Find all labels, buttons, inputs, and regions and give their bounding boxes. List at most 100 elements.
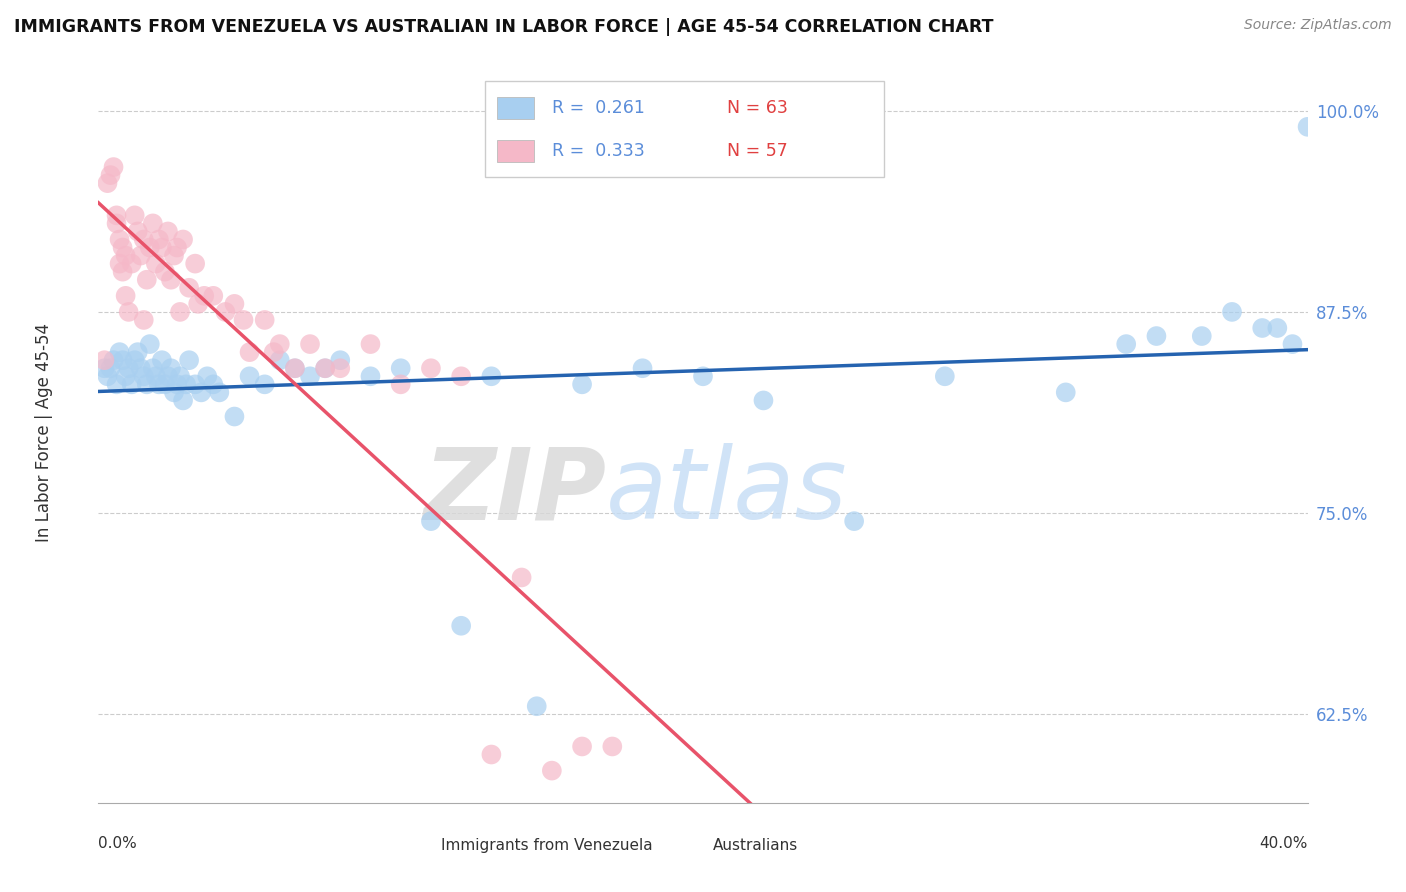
- Point: [450, 619, 472, 633]
- Point: [284, 361, 307, 376]
- Point: [111, 240, 134, 254]
- Point: [420, 514, 443, 528]
- Text: atlas: atlas: [606, 443, 848, 541]
- Point: [127, 224, 149, 238]
- Point: [692, 369, 714, 384]
- Point: [389, 361, 412, 376]
- Point: [202, 289, 225, 303]
- Point: [299, 337, 322, 351]
- Point: [114, 369, 136, 384]
- Text: IMMIGRANTS FROM VENEZUELA VS AUSTRALIAN IN LABOR FORCE | AGE 45-54 CORRELATION C: IMMIGRANTS FROM VENEZUELA VS AUSTRALIAN …: [14, 18, 994, 36]
- Point: [96, 369, 118, 384]
- Point: [631, 361, 654, 376]
- Point: [1054, 385, 1077, 400]
- Point: [139, 337, 162, 351]
- Point: [389, 377, 412, 392]
- Point: [108, 257, 131, 271]
- Point: [934, 369, 956, 384]
- Point: [111, 265, 134, 279]
- Point: [163, 249, 186, 263]
- Point: [132, 232, 155, 246]
- Point: [105, 208, 128, 222]
- Point: [100, 361, 122, 376]
- Point: [360, 369, 382, 384]
- Point: [118, 305, 141, 319]
- FancyBboxPatch shape: [498, 140, 534, 162]
- Point: [135, 273, 157, 287]
- Point: [481, 747, 503, 762]
- Point: [93, 361, 115, 376]
- Point: [166, 377, 188, 392]
- Point: [172, 232, 194, 246]
- Point: [118, 361, 141, 376]
- Point: [163, 385, 186, 400]
- Point: [139, 240, 162, 254]
- Point: [1296, 120, 1319, 134]
- Point: [1267, 321, 1289, 335]
- Point: [108, 345, 131, 359]
- Text: R =  0.261: R = 0.261: [551, 99, 645, 118]
- FancyBboxPatch shape: [406, 838, 433, 853]
- Point: [263, 345, 285, 359]
- Text: In Labor Force | Age 45-54: In Labor Force | Age 45-54: [35, 323, 53, 542]
- Text: N = 63: N = 63: [727, 99, 787, 118]
- Point: [150, 353, 173, 368]
- Point: [1191, 329, 1213, 343]
- Point: [127, 345, 149, 359]
- Point: [224, 409, 246, 424]
- Point: [184, 377, 207, 392]
- Point: [844, 514, 866, 528]
- Point: [190, 385, 212, 400]
- Text: 0.0%: 0.0%: [98, 836, 138, 851]
- Point: [208, 385, 231, 400]
- Point: [602, 739, 624, 754]
- Point: [239, 369, 262, 384]
- Point: [239, 345, 262, 359]
- Text: Australians: Australians: [713, 838, 799, 853]
- Point: [1115, 337, 1137, 351]
- Point: [153, 377, 176, 392]
- Point: [103, 353, 125, 368]
- Point: [540, 764, 562, 778]
- Point: [450, 369, 472, 384]
- Point: [160, 273, 183, 287]
- Point: [160, 361, 183, 376]
- Point: [124, 353, 146, 368]
- Point: [299, 369, 322, 384]
- Point: [184, 257, 207, 271]
- Point: [1146, 329, 1168, 343]
- Text: N = 57: N = 57: [727, 143, 787, 161]
- Point: [103, 160, 125, 174]
- Point: [329, 353, 352, 368]
- Point: [314, 361, 336, 376]
- Point: [142, 216, 165, 230]
- Point: [169, 305, 191, 319]
- Point: [481, 369, 503, 384]
- Point: [150, 240, 173, 254]
- Point: [135, 377, 157, 392]
- Point: [752, 393, 775, 408]
- Point: [105, 377, 128, 392]
- Point: [129, 249, 152, 263]
- Point: [571, 739, 593, 754]
- Point: [526, 699, 548, 714]
- Point: [114, 289, 136, 303]
- Text: Source: ZipAtlas.com: Source: ZipAtlas.com: [1244, 18, 1392, 32]
- Point: [105, 216, 128, 230]
- Point: [420, 361, 443, 376]
- Point: [172, 393, 194, 408]
- Point: [329, 361, 352, 376]
- Point: [253, 313, 276, 327]
- Point: [148, 377, 170, 392]
- Point: [1281, 337, 1303, 351]
- Point: [314, 361, 336, 376]
- Text: ZIP: ZIP: [423, 443, 606, 541]
- FancyBboxPatch shape: [498, 97, 534, 120]
- Point: [132, 369, 155, 384]
- Point: [179, 353, 201, 368]
- Point: [253, 377, 276, 392]
- Point: [129, 361, 152, 376]
- Point: [232, 313, 254, 327]
- Point: [145, 257, 167, 271]
- Point: [224, 297, 246, 311]
